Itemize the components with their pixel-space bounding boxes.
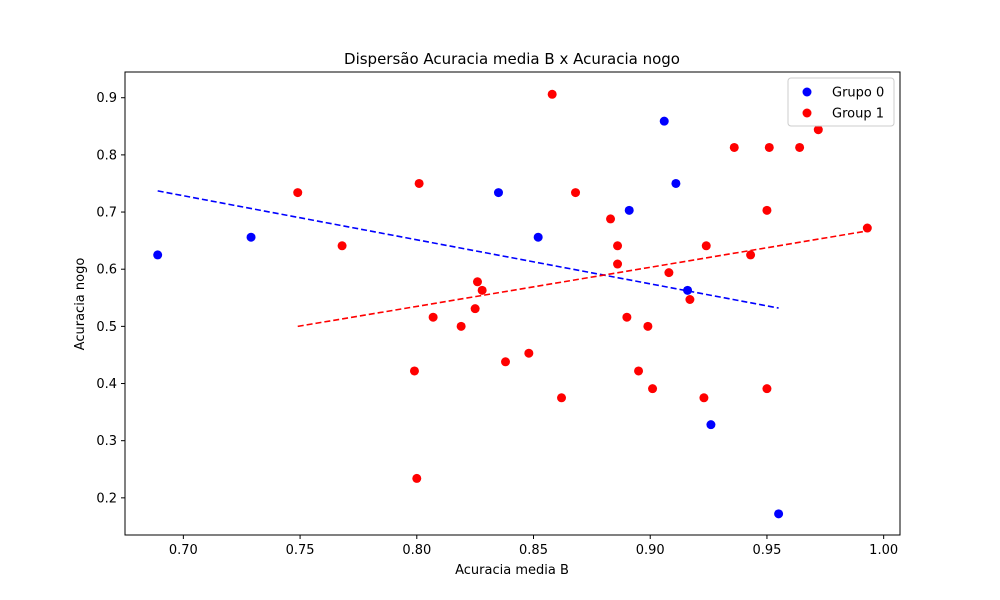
plot-area (124, 71, 901, 536)
scatter-point-series-0-2 (493, 188, 503, 198)
scatter-point-series-1-5 (428, 312, 438, 322)
scatter-point-series-1-2 (409, 366, 419, 376)
scatter-point-series-1-29 (762, 384, 772, 394)
legend-marker-series-1 (802, 108, 812, 118)
scatter-point-series-1-0 (293, 188, 303, 198)
x-tick-label: 0.75 (286, 543, 315, 558)
scatter-point-series-1-19 (634, 366, 644, 376)
plot-frame (124, 71, 901, 536)
scatter-point-series-1-20 (643, 321, 653, 331)
scatter-point-series-1-26 (729, 142, 739, 152)
scatter-point-series-0-8 (706, 420, 716, 430)
scatter-point-series-1-21 (648, 384, 658, 394)
chart-title: Dispersão Acuracia media B x Acuracia no… (344, 50, 680, 68)
scatter-point-series-1-33 (862, 223, 872, 233)
scatter-point-series-1-12 (547, 89, 557, 99)
y-tick-label: 0.4 (96, 377, 117, 392)
legend-label-series-1: Group 1 (832, 107, 884, 122)
y-tick-label: 0.2 (96, 491, 117, 506)
y-tick-label: 0.5 (96, 320, 117, 335)
x-tick-label: 0.90 (636, 543, 665, 558)
scatter-point-series-1-31 (795, 142, 805, 152)
scatter-point-series-1-11 (524, 348, 534, 358)
scatter-point-series-1-4 (414, 178, 424, 188)
x-tick-label: 0.70 (169, 543, 198, 558)
scatter-point-series-1-16 (613, 259, 623, 269)
y-tick-label: 0.9 (96, 91, 117, 106)
scatter-point-series-1-27 (746, 250, 756, 260)
scatter-point-series-0-6 (671, 178, 681, 188)
trendline-series-1 (297, 230, 868, 328)
scatter-point-series-1-9 (477, 285, 487, 295)
y-axis-label: Acuracia nogo (73, 258, 88, 351)
scatter-point-series-0-7 (683, 285, 693, 295)
scatter-point-series-1-13 (557, 393, 567, 403)
legend: Grupo 0 Group 1 (787, 77, 895, 127)
scatter-point-series-0-3 (533, 232, 543, 242)
scatter-point-series-1-1 (337, 241, 347, 251)
scatter-point-series-1-17 (613, 241, 623, 251)
legend-label-series-0: Grupo 0 (832, 86, 884, 101)
scatter-point-series-1-14 (571, 188, 581, 198)
trendline-series-0 (157, 190, 779, 309)
scatter-point-series-0-9 (774, 509, 784, 519)
x-tick-label: 0.80 (402, 543, 431, 558)
y-tick-label: 0.7 (96, 206, 117, 221)
scatter-point-series-0-4 (624, 205, 634, 215)
scatter-point-series-1-8 (472, 277, 482, 287)
scatter-point-series-0-1 (246, 232, 256, 242)
y-tick-label: 0.6 (96, 263, 117, 278)
scatter-point-series-1-15 (606, 214, 616, 224)
y-tick-label: 0.8 (96, 148, 117, 163)
scatter-point-series-1-25 (701, 241, 711, 251)
x-axis: 0.70 0.75 0.80 0.85 0.90 0.95 1.00 (169, 535, 898, 558)
scatter-point-series-0-0 (153, 250, 163, 260)
scatter-point-series-1-30 (764, 142, 774, 152)
y-tick-label: 0.3 (96, 434, 117, 449)
scatter-point-series-1-28 (762, 205, 772, 215)
scatter-point-series-1-10 (501, 357, 510, 367)
x-axis-label: Acuracia media B (455, 563, 569, 578)
scatter-point-series-1-22 (664, 268, 674, 278)
scatter-point-series-1-24 (699, 393, 709, 403)
scatter-point-series-1-18 (622, 312, 632, 322)
x-tick-label: 0.95 (752, 543, 781, 558)
scatter-point-series-0-5 (659, 116, 669, 126)
legend-box (787, 77, 895, 127)
scatter-point-series-1-7 (470, 304, 480, 314)
scatter-point-series-1-3 (412, 473, 422, 483)
scatter-point-series-1-23 (685, 295, 695, 304)
x-tick-label: 0.85 (519, 543, 548, 558)
scatter-point-series-1-32 (813, 125, 823, 135)
legend-marker-series-0 (802, 87, 812, 97)
y-axis: 0.2 0.3 0.4 0.5 0.6 0.7 0.8 0.9 (96, 91, 125, 506)
x-tick-label: 1.00 (869, 543, 898, 558)
scatter-point-series-1-6 (456, 321, 466, 331)
